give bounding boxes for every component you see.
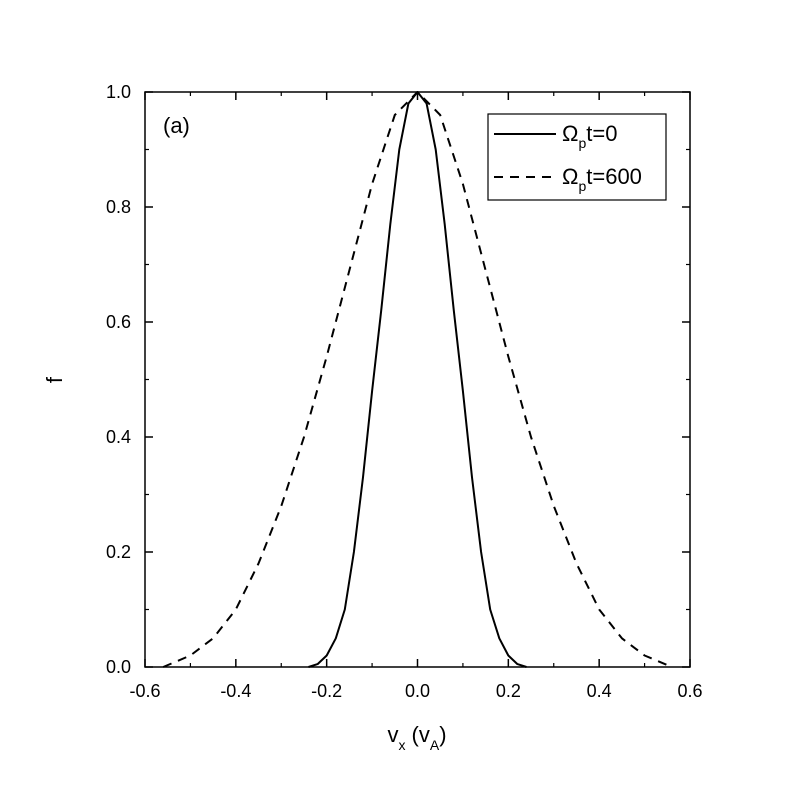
x-label-unit-sub: A xyxy=(430,737,440,753)
y-tick-label: 0.8 xyxy=(106,197,131,217)
x-tick-label: 0.4 xyxy=(587,681,612,701)
ticks-layer: -0.6 -0.4 -0.2 0.0 0.2 0.4 0.6 0.0 0.2 0.4 0.6 0.8 1… xyxy=(106,82,703,701)
x-label-main: v xyxy=(387,722,398,747)
legend-label-series-1: Ωpt=0 xyxy=(562,121,617,151)
x-tick-label: 0.2 xyxy=(496,681,521,701)
y-tick-label: 0.0 xyxy=(106,657,131,677)
legend-1-symbol: Ω xyxy=(562,121,578,146)
x-axis-label: vx (vA) xyxy=(387,722,446,753)
x-label-unit-close: ) xyxy=(439,722,446,747)
legend-2-symbol: Ω xyxy=(562,164,578,189)
x-label-unit-open: (v xyxy=(405,722,429,747)
legend-label-series-2: Ωpt=600 xyxy=(562,164,642,194)
legend-box xyxy=(487,113,667,201)
x-tick-label: -0.4 xyxy=(220,681,251,701)
plot-frame xyxy=(144,91,691,668)
legend-1-rest: t=0 xyxy=(586,121,617,146)
x-tick-label: 0.0 xyxy=(405,681,430,701)
x-tick-label: -0.2 xyxy=(311,681,342,701)
legend-1-subscript: p xyxy=(578,135,586,151)
y-tick-label: 1.0 xyxy=(106,82,131,102)
legend: Ωpt=0 Ωpt=600 xyxy=(487,113,667,201)
legend-2-rest: t=600 xyxy=(586,164,642,189)
legend-2-subscript: p xyxy=(578,178,586,194)
x-label-sub: x xyxy=(398,737,405,753)
y-tick-label: 0.6 xyxy=(106,312,131,332)
x-tick-label: -0.6 xyxy=(129,681,160,701)
y-axis-label: f xyxy=(42,376,67,383)
y-tick-label: 0.4 xyxy=(106,427,131,447)
panel-label: (a) xyxy=(163,113,190,138)
y-tick-label: 0.2 xyxy=(106,542,131,562)
x-tick-label: 0.6 xyxy=(677,681,702,701)
